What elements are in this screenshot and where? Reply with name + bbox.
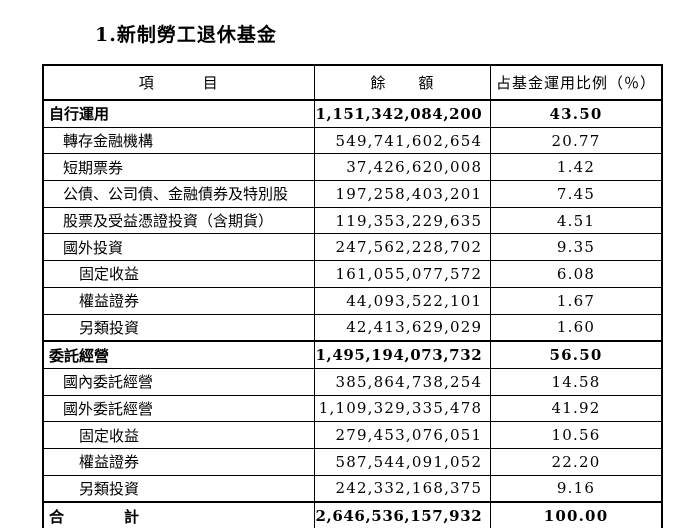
- row-balance: 279,453,076,051: [313, 421, 492, 449]
- row-label: 另類投資: [42, 313, 315, 342]
- row-ratio: 100.00: [490, 501, 663, 528]
- table-row-self-managed: 自行運用 1,151,342,084,200 43.50: [42, 98, 663, 128]
- row-balance: 587,544,091,052: [313, 447, 492, 476]
- table-row: 權益證券 587,544,091,052 22.20: [42, 447, 663, 476]
- row-label: 權益證券: [42, 447, 315, 476]
- row-label: 股票及受益憑證投資（含期貨）: [42, 206, 315, 235]
- row-label: 固定收益: [42, 260, 315, 288]
- row-ratio: 20.77: [490, 126, 663, 155]
- row-ratio: 56.50: [490, 340, 663, 369]
- row-label: 另類投資: [42, 474, 315, 503]
- row-label: 國外委託經營: [42, 394, 315, 423]
- table-row: 短期票券 37,426,620,008 1.42: [42, 153, 663, 182]
- row-ratio: 9.35: [490, 233, 663, 262]
- table-row: 另類投資 242,332,168,375 9.16: [42, 474, 663, 503]
- row-ratio: 4.51: [490, 206, 663, 235]
- row-ratio: 1.67: [490, 286, 663, 315]
- row-label: 轉存金融機構: [42, 126, 315, 155]
- row-label: 國外投資: [42, 233, 315, 262]
- row-label: 國內委託經營: [42, 367, 315, 396]
- row-balance: 549,741,602,654: [313, 126, 492, 155]
- row-ratio: 9.16: [490, 474, 663, 503]
- column-header-item: 項 目: [42, 64, 315, 101]
- row-label: 公債、公司債、金融債券及特別股: [42, 180, 315, 208]
- page-title: 1.新制勞工退休基金: [95, 24, 277, 46]
- table-row-total: 合 計 2,646,536,157,932 100.00: [42, 501, 663, 528]
- row-ratio: 22.20: [490, 447, 663, 476]
- row-balance: 242,332,168,375: [313, 474, 492, 503]
- row-label: 委託經營: [42, 340, 315, 369]
- table-row: 轉存金融機構 549,741,602,654 20.77: [42, 126, 663, 155]
- row-label: 固定收益: [42, 421, 315, 449]
- table-row: 國外投資 247,562,228,702 9.35: [42, 233, 663, 262]
- table-row: 公債、公司債、金融債券及特別股 197,258,403,201 7.45: [42, 180, 663, 208]
- row-ratio: 1.42: [490, 153, 663, 182]
- row-balance: 161,055,077,572: [313, 260, 492, 288]
- row-label: 權益證券: [42, 286, 315, 315]
- row-ratio: 10.56: [490, 421, 663, 449]
- row-balance: 1,495,194,073,732: [313, 340, 492, 369]
- column-header-ratio: 占基金運用比例（％）: [490, 64, 663, 101]
- row-ratio: 41.92: [490, 394, 663, 423]
- row-label: 自行運用: [42, 98, 315, 128]
- row-label: 合 計: [42, 501, 315, 528]
- fund-allocation-table: 項 目 餘 額 占基金運用比例（％） 自行運用 1,151,342,084,20…: [42, 64, 663, 528]
- row-balance: 2,646,536,157,932: [313, 501, 492, 528]
- column-header-balance: 餘 額: [313, 64, 492, 101]
- table-row: 股票及受益憑證投資（含期貨） 119,353,229,635 4.51: [42, 206, 663, 235]
- row-balance: 42,413,629,029: [313, 313, 492, 342]
- table-row: 另類投資 42,413,629,029 1.60: [42, 313, 663, 342]
- header-row: 項 目 餘 額 占基金運用比例（％）: [42, 64, 663, 101]
- table-row-mandated: 委託經營 1,495,194,073,732 56.50: [42, 340, 663, 369]
- row-balance: 1,151,342,084,200: [313, 98, 492, 128]
- row-ratio: 43.50: [490, 98, 663, 128]
- row-balance: 1,109,329,335,478: [313, 394, 492, 423]
- row-balance: 44,093,522,101: [313, 286, 492, 315]
- row-balance: 197,258,403,201: [313, 180, 492, 208]
- row-balance: 385,864,738,254: [313, 367, 492, 396]
- table-row: 固定收益 161,055,077,572 6.08: [42, 260, 663, 288]
- row-ratio: 1.60: [490, 313, 663, 342]
- table-row: 固定收益 279,453,076,051 10.56: [42, 421, 663, 449]
- row-ratio: 7.45: [490, 180, 663, 208]
- row-balance: 119,353,229,635: [313, 206, 492, 235]
- row-ratio: 14.58: [490, 367, 663, 396]
- row-label: 短期票券: [42, 153, 315, 182]
- table-row: 國內委託經營 385,864,738,254 14.58: [42, 367, 663, 396]
- row-ratio: 6.08: [490, 260, 663, 288]
- table-row: 權益證券 44,093,522,101 1.67: [42, 286, 663, 315]
- table-row: 國外委託經營 1,109,329,335,478 41.92: [42, 394, 663, 423]
- row-balance: 247,562,228,702: [313, 233, 492, 262]
- row-balance: 37,426,620,008: [313, 153, 492, 182]
